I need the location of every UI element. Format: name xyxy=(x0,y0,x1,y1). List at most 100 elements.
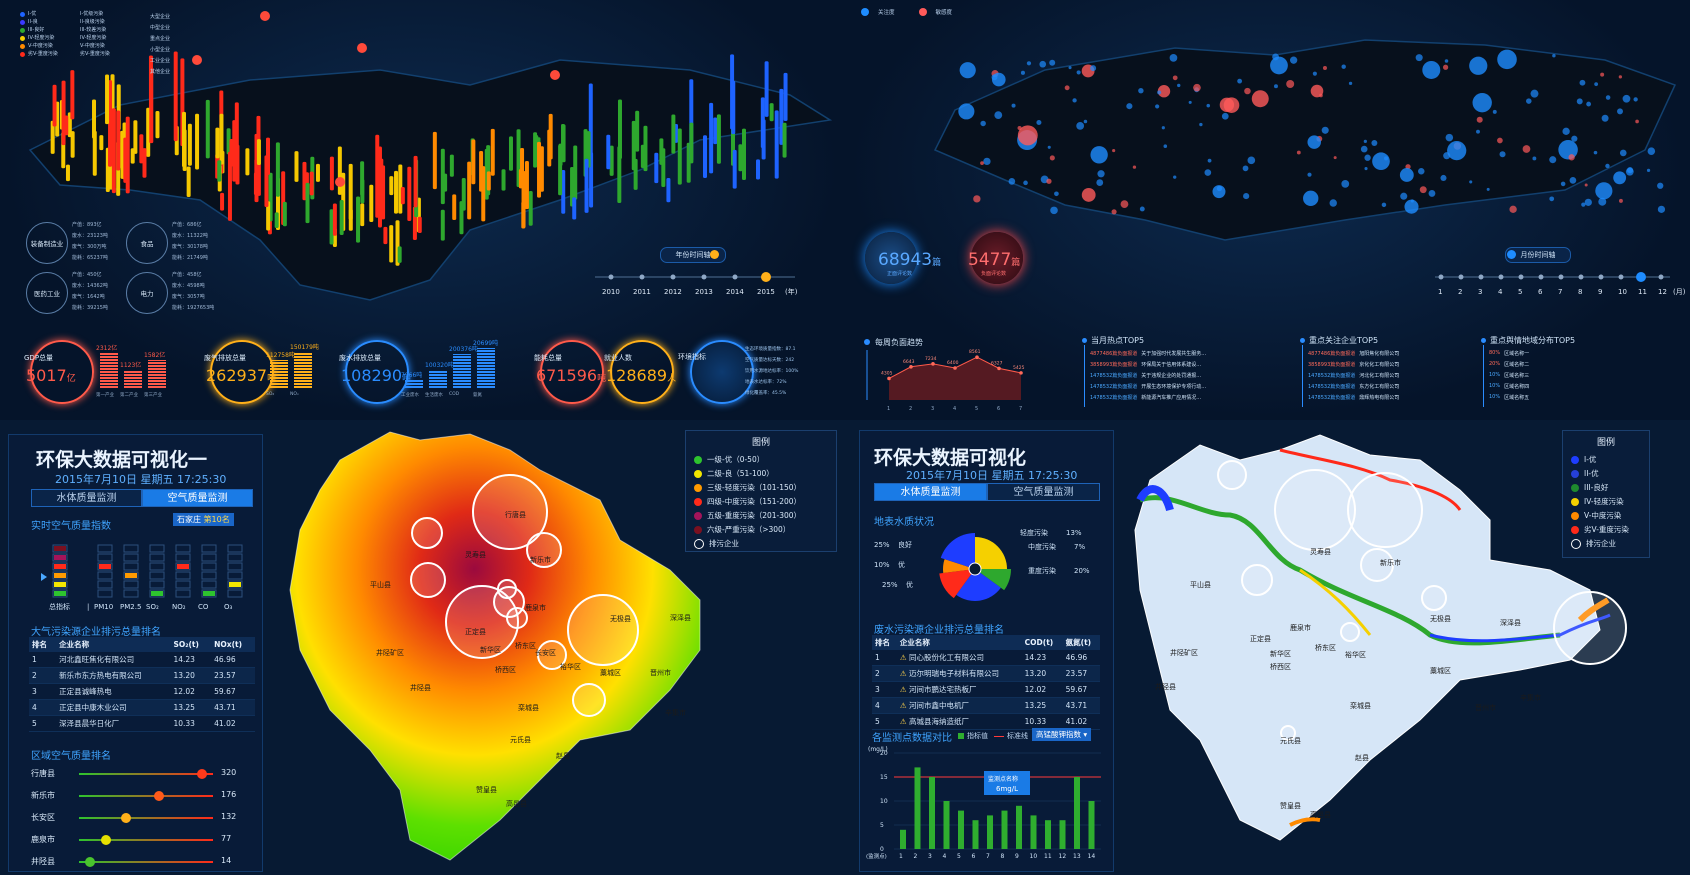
month-dot[interactable] xyxy=(1518,274,1524,280)
compare-bar[interactable] xyxy=(1074,777,1080,849)
enterprise-ring[interactable] xyxy=(1421,585,1447,611)
timeline-toggle-icon[interactable] xyxy=(1507,250,1516,259)
year-unit: (年) xyxy=(785,287,798,296)
list-text[interactable]: 新能源汽车推广应用情况... xyxy=(1141,395,1202,401)
compare-bar[interactable] xyxy=(929,777,935,849)
month-dot[interactable] xyxy=(1598,274,1604,280)
enterprise-ring[interactable] xyxy=(537,640,567,670)
table-row[interactable]: 4 ⚠ 河间市鑫中电机厂 13.25 43.71 xyxy=(872,697,1100,714)
month-dot[interactable] xyxy=(1438,274,1444,280)
enterprise-ring[interactable] xyxy=(1340,622,1360,642)
compare-bar[interactable] xyxy=(1030,815,1037,849)
tab-air[interactable]: 空气质量监测 xyxy=(987,483,1100,501)
list-text[interactable]: 区域名称一 xyxy=(1504,351,1530,357)
enterprise-ring[interactable] xyxy=(1280,725,1296,741)
map-region-label: 井陉矿区 xyxy=(1170,648,1198,657)
city-select[interactable]: 石家庄 第10名 xyxy=(173,513,234,526)
table-row[interactable]: 2 ⚠ 迈尔明瑞电子材料有限公司 13.20 23.57 xyxy=(872,665,1100,682)
compare-bar[interactable] xyxy=(1088,801,1095,849)
table-row[interactable]: 1 ⚠ 同心股份化工有限公司 14.23 46.96 xyxy=(872,650,1100,666)
compare-bar[interactable] xyxy=(914,767,921,849)
list-text[interactable]: 区域名称三 xyxy=(1504,373,1530,379)
month-dot[interactable] xyxy=(1636,272,1646,282)
tab-water[interactable]: 水体质量监测 xyxy=(874,483,987,501)
year-dot[interactable] xyxy=(639,274,645,280)
enterprise-ring[interactable] xyxy=(1553,591,1627,665)
enterprise-ring[interactable] xyxy=(410,562,446,598)
year-dot[interactable] xyxy=(608,274,614,280)
month-dot[interactable] xyxy=(1618,274,1624,280)
year-timeline[interactable]: 2010 2011 2012 2013 2014 2015 (年) xyxy=(595,268,815,302)
list-text[interactable]: 京化化工有限公司 xyxy=(1359,362,1400,368)
enterprise-ring[interactable] xyxy=(1241,564,1273,596)
indicator-select[interactable]: 高锰酸钾指数 ▾ xyxy=(1032,728,1092,741)
opinion-dot xyxy=(1469,180,1473,184)
enterprise-ring[interactable] xyxy=(506,607,528,629)
month-dot[interactable] xyxy=(1538,274,1544,280)
enterprise-ring[interactable] xyxy=(567,594,639,666)
compare-bar[interactable] xyxy=(1001,810,1008,849)
table-row[interactable]: 2 新乐市东方热电有限公司 13.20 23.57 xyxy=(29,667,255,684)
year-dot[interactable] xyxy=(761,272,771,282)
list-text[interactable]: 开展生态环境保护专项行动... xyxy=(1141,384,1207,390)
mini-bar xyxy=(100,353,118,388)
list-text[interactable]: 关于加强时代发展共生服务... xyxy=(1141,351,1207,357)
enterprise-ring[interactable] xyxy=(526,532,562,568)
month-timeline[interactable]: 1 2 3 4 5 6 7 8 9 10 11 12 (月) xyxy=(1435,268,1685,302)
month-dot[interactable] xyxy=(1658,274,1664,280)
trend-point xyxy=(931,362,935,366)
month-dot[interactable] xyxy=(1478,274,1484,280)
enterprise-ring[interactable] xyxy=(1217,460,1247,490)
enterprise-ring[interactable] xyxy=(572,683,606,717)
tab-air[interactable]: 空气质量监测 xyxy=(142,489,253,507)
table-row[interactable]: 1 河北鑫旺焦化有限公司 14.23 46.96 xyxy=(29,652,255,668)
compare-bar[interactable] xyxy=(943,801,950,849)
list-item: 1478532篇负面报道 河北化工有限公司 xyxy=(1308,372,1399,379)
opinion-dot xyxy=(1522,145,1531,153)
industry-bar xyxy=(689,122,694,164)
opinion-dot xyxy=(1064,85,1070,91)
compare-bar[interactable] xyxy=(1045,820,1051,849)
compare-bar[interactable] xyxy=(987,815,993,849)
compare-bar[interactable] xyxy=(972,820,979,849)
enterprise-ring[interactable] xyxy=(472,474,548,550)
month-dot[interactable] xyxy=(1578,274,1584,280)
month-dot[interactable] xyxy=(1558,274,1564,280)
enterprise-ring[interactable] xyxy=(1360,548,1394,582)
month-dot[interactable] xyxy=(1458,274,1464,280)
table-row[interactable]: 3 正定县诚峰热电 12.02 59.67 xyxy=(29,683,255,700)
list-text[interactable]: 区域名称四 xyxy=(1504,384,1530,390)
tab-water[interactable]: 水体质量监测 xyxy=(31,489,142,507)
enterprise-ring[interactable] xyxy=(445,585,519,659)
table-row[interactable]: 5 深泽县晨华日化厂 10.33 41.02 xyxy=(29,715,255,732)
list-text[interactable]: 旭阳焦化有限公司 xyxy=(1359,351,1400,357)
list-text[interactable]: 区域名称五 xyxy=(1504,395,1530,401)
aqi-cell xyxy=(52,562,68,571)
enterprise-ring[interactable] xyxy=(411,517,443,549)
aqi-cell xyxy=(175,562,191,571)
timeline-toggle-icon[interactable] xyxy=(710,250,719,259)
year-dot[interactable] xyxy=(701,274,707,280)
year-dot[interactable] xyxy=(670,274,676,280)
compare-bar[interactable] xyxy=(958,810,964,849)
list-text[interactable]: 区域名称二 xyxy=(1504,362,1530,368)
list-text[interactable]: 环保局关于信用体系建设... xyxy=(1141,362,1202,368)
industry-bar xyxy=(217,160,222,182)
x-tick: 9 xyxy=(1015,853,1019,860)
legend-title: 图例 xyxy=(751,438,770,448)
table-row[interactable]: 5 ⚠ 高城县海纳造纸厂 10.33 41.02 xyxy=(872,713,1100,730)
table-row[interactable]: 3 ⚠ 河间市鹏达宅热板厂 12.02 59.67 xyxy=(872,681,1100,698)
list-text[interactable]: 鼎辉热电有限公司 xyxy=(1359,395,1400,401)
table-row[interactable]: 4 正定县中康木业公司 13.25 43.71 xyxy=(29,699,255,716)
enterprise-ring[interactable] xyxy=(497,579,517,599)
list-text[interactable]: 关于违规企业的处罚通报... xyxy=(1141,373,1202,379)
month-dot[interactable] xyxy=(1498,274,1504,280)
enterprise-ring[interactable] xyxy=(1347,472,1423,548)
list-text[interactable]: 河北化工有限公司 xyxy=(1359,373,1400,379)
compare-bar[interactable] xyxy=(1059,820,1066,849)
compare-bar[interactable] xyxy=(900,829,906,849)
year-dot[interactable] xyxy=(732,274,738,280)
compare-bar[interactable] xyxy=(1016,805,1022,849)
enterprise-ring[interactable] xyxy=(1274,469,1356,551)
list-text[interactable]: 东方化工有限公司 xyxy=(1359,384,1400,390)
